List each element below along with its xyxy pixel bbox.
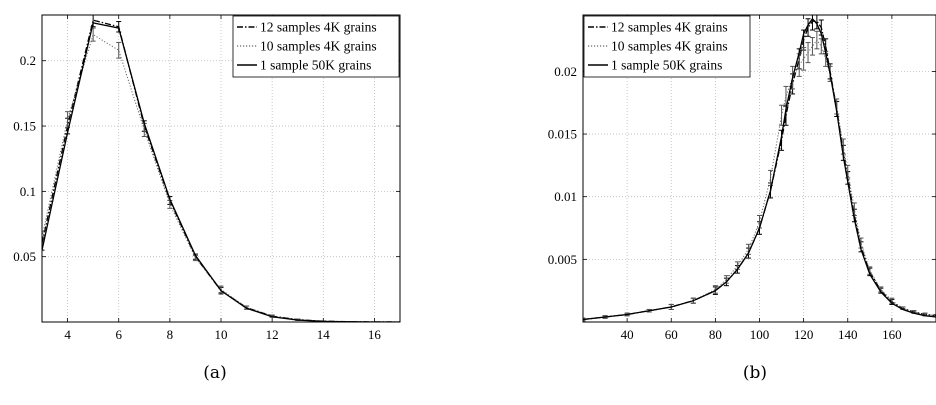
caption-a: (a): [203, 363, 226, 383]
legend-label-0: 12 samples 4K grains: [260, 20, 377, 35]
xtick-label-4: 12: [266, 327, 279, 342]
xtick-label-3: 10: [215, 327, 228, 342]
xtick-label-2: 80: [709, 327, 722, 342]
xtick-label-6: 160: [882, 327, 902, 342]
ytick-label-0: 0.05: [13, 249, 36, 264]
ytick-label-3: 0.2: [20, 53, 36, 68]
xtick-label-1: 60: [665, 327, 678, 342]
ytick-label-2: 0.15: [13, 119, 36, 134]
plot-area: [583, 15, 936, 322]
caption-b: (b): [743, 363, 767, 383]
ytick-label-3: 0.02: [554, 64, 577, 79]
ytick-label-1: 0.1: [20, 184, 36, 199]
chart-a: 4 6 8 10 12 14 16 0.05 0.1 0.15 0.2 12 samples 4K g…: [13, 14, 401, 342]
ytick-label-1: 0.01: [554, 189, 577, 204]
xtick-label-5: 140: [838, 327, 858, 342]
xtick-label-0: 40: [621, 327, 634, 342]
legend: 12 samples 4K grains 10 samples 4K grains…: [232, 15, 400, 78]
xtick-label-3: 100: [750, 327, 770, 342]
legend-label-2: 1 sample 50K grains: [611, 58, 722, 73]
xtick-label-4: 120: [794, 327, 814, 342]
legend-box: [583, 15, 751, 78]
legend-box: [232, 15, 400, 78]
series-line-2: [583, 17, 936, 321]
chart-b: 40 60 80 100 120 140 160 0.005 0.01 0.015 0.02 12 s…: [548, 14, 936, 342]
xtick-label-0: 4: [64, 327, 71, 342]
legend-label-1: 10 samples 4K grains: [611, 39, 728, 54]
ytick-label-2: 0.015: [548, 127, 577, 142]
xtick-label-6: 16: [368, 327, 382, 342]
xtick-label-2: 8: [167, 327, 174, 342]
series-line-1: [42, 33, 400, 322]
legend-label-2: 1 sample 50K grains: [260, 58, 371, 73]
ytick-label-0: 0.005: [548, 252, 577, 267]
xtick-label-1: 6: [115, 327, 122, 342]
legend-label-1: 10 samples 4K grains: [260, 39, 377, 54]
legend: 12 samples 4K grains 10 samples 4K grains…: [583, 15, 751, 78]
legend-label-0: 12 samples 4K grains: [611, 20, 728, 35]
xtick-label-5: 14: [317, 327, 331, 342]
